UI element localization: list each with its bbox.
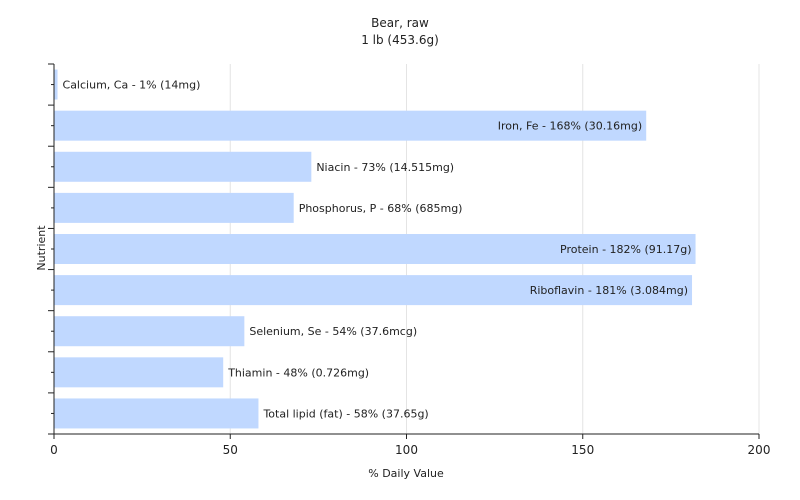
bar-5 [54, 275, 693, 306]
bar-2 [54, 151, 312, 182]
bar-label-6: Selenium, Se - 54% (37.6mcg) [249, 325, 417, 338]
x-tick-label-2: 100 [395, 443, 418, 457]
bar-7 [54, 357, 224, 388]
axes-group: 0 50 100 150 200 [48, 63, 771, 457]
chart-title: Bear, raw [371, 16, 429, 30]
bar-8 [54, 398, 259, 429]
bar-label-7: Thiamin - 48% (0.726mg) [227, 366, 369, 379]
x-axis-label: % Daily Value [368, 467, 444, 480]
bar-4 [54, 234, 696, 264]
x-tick-label-1: 50 [223, 443, 238, 457]
bar-label-2: Niacin - 73% (14.515mg) [316, 161, 454, 174]
bar-6 [54, 316, 245, 347]
bar-label-4: Protein - 182% (91.17g) [560, 243, 692, 256]
x-tick-label-3: 150 [571, 443, 594, 457]
x-tick-label-0: 0 [50, 443, 58, 457]
bar-label-3: Phosphorus, P - 68% (685mg) [299, 202, 463, 215]
bar-label-5: Riboflavin - 181% (3.084mg) [530, 284, 688, 297]
bar-1 [54, 110, 647, 141]
bar-label-8: Total lipid (fat) - 58% (37.65g) [262, 407, 428, 420]
bars-group: Calcium, Ca - 1% (14mg) Iron, Fe - 168% (… [54, 69, 696, 429]
chart-subtitle: 1 lb (453.6g) [361, 33, 439, 47]
x-tick-label-4: 200 [748, 443, 771, 457]
bar-label-1: Iron, Fe - 168% (30.16mg) [498, 120, 642, 133]
bar-3 [54, 192, 294, 223]
y-axis-label: Nutrient [35, 225, 48, 271]
bar-label-0: Calcium, Ca - 1% (14mg) [63, 79, 201, 92]
bar-0 [54, 69, 58, 100]
